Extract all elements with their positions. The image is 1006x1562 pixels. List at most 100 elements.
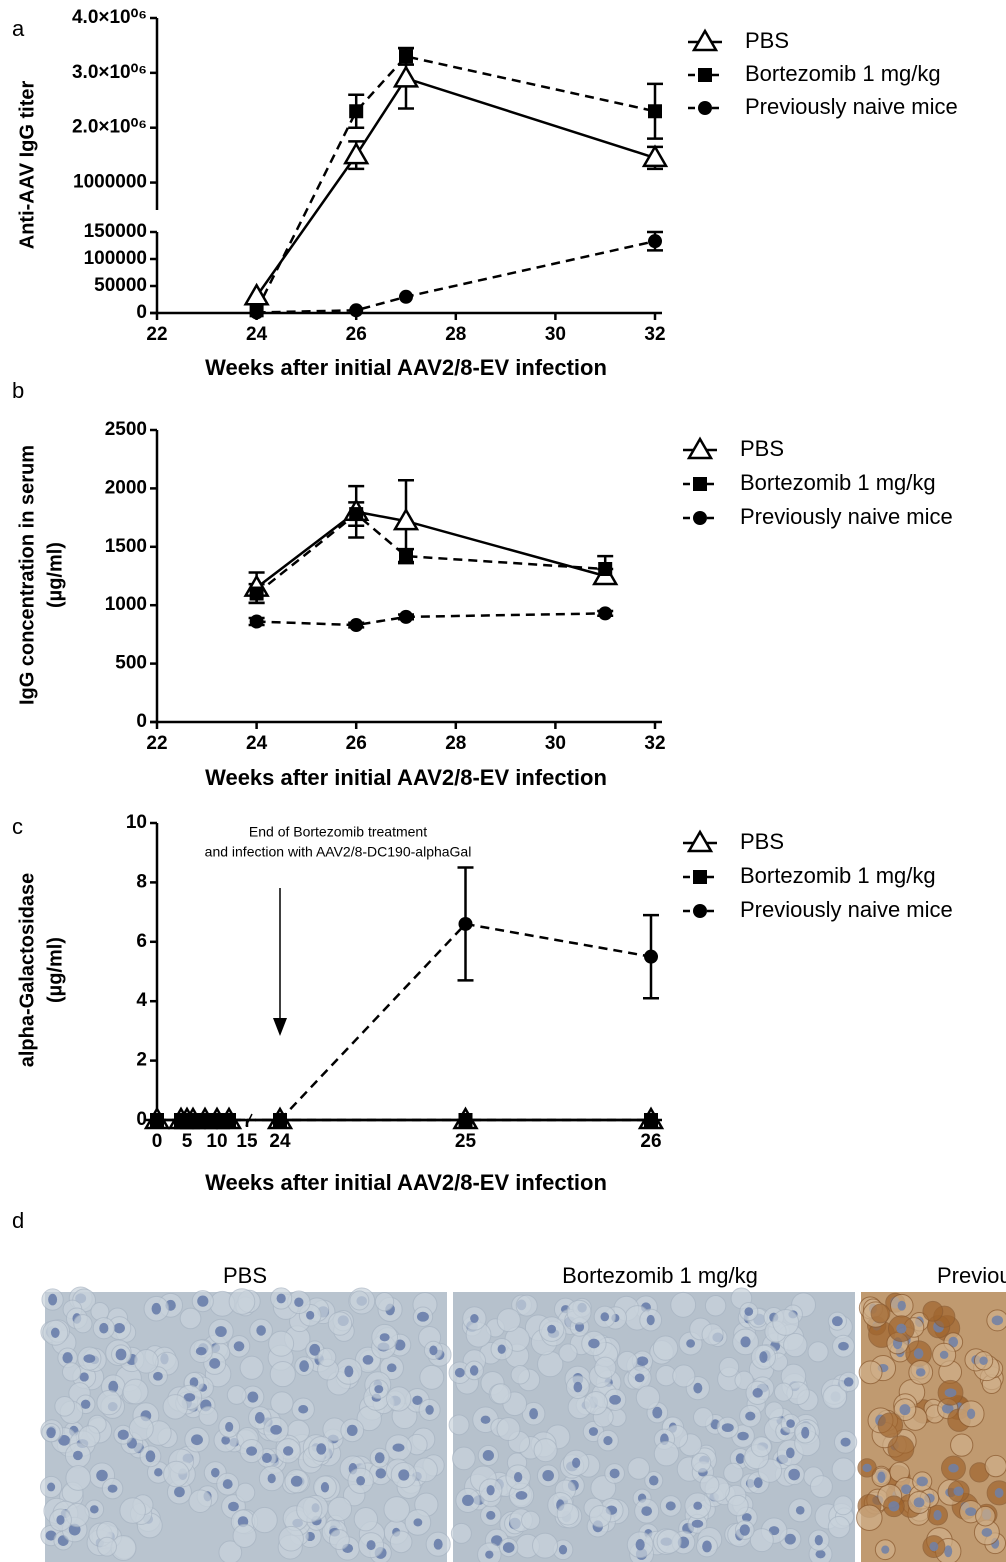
nucleus xyxy=(113,1322,125,1334)
nucleus xyxy=(994,1487,1004,1498)
legend-marker xyxy=(698,68,712,82)
nucleus xyxy=(246,1446,258,1456)
nucleus xyxy=(96,1469,108,1482)
cell-outline xyxy=(877,1412,904,1438)
nucleus xyxy=(635,1539,645,1551)
nucleus xyxy=(469,1365,479,1376)
legend-marker xyxy=(686,829,714,853)
cell-outline xyxy=(656,1528,682,1554)
cell-outline xyxy=(718,1356,740,1378)
cell-outline xyxy=(699,1474,720,1495)
nucleus xyxy=(768,1526,780,1536)
cell-outline xyxy=(317,1347,337,1367)
y-tick-label: 10 xyxy=(126,812,147,833)
cell-outline xyxy=(228,1288,256,1315)
nucleus xyxy=(739,1524,750,1536)
cell-outline xyxy=(383,1496,411,1523)
nucleus xyxy=(276,1293,286,1304)
cell-outline xyxy=(822,1384,848,1410)
nucleus xyxy=(462,1494,474,1507)
legend-label: Previously naive mice xyxy=(740,504,953,529)
image-title: Previously naive mice xyxy=(937,1263,1006,1288)
y-axis-title: IgG concentration in serum xyxy=(16,445,38,705)
nucleus xyxy=(981,1527,993,1537)
nucleus xyxy=(412,1395,423,1406)
nucleus xyxy=(99,1322,109,1334)
y-tick-label: 4 xyxy=(136,990,147,1011)
cell-outline xyxy=(653,1440,680,1467)
nucleus xyxy=(862,1463,872,1473)
nucleus xyxy=(967,1408,976,1420)
cell-outline xyxy=(727,1494,749,1517)
marker xyxy=(249,586,264,601)
cell-outline xyxy=(588,1505,612,1528)
cell-outline xyxy=(133,1348,159,1374)
nucleus xyxy=(346,1424,358,1437)
y-tick-label: 4.0×10⁰⁶ xyxy=(72,7,147,28)
nucleus xyxy=(46,1427,56,1439)
x-tick-label: 28 xyxy=(445,324,466,345)
cell-outline xyxy=(701,1323,724,1346)
nucleus xyxy=(470,1314,479,1323)
cell-outline xyxy=(749,1528,774,1553)
nucleus xyxy=(283,1446,294,1456)
cell-outline xyxy=(510,1365,530,1385)
x-tick-label: 22 xyxy=(146,324,167,345)
marker xyxy=(598,561,613,576)
nucleus xyxy=(270,1424,282,1435)
nucleus xyxy=(888,1501,900,1512)
cell-outline xyxy=(226,1385,247,1405)
nucleus xyxy=(529,1408,539,1420)
cell-outline xyxy=(353,1506,379,1532)
nucleus xyxy=(636,1356,649,1366)
marker xyxy=(399,549,413,564)
cell-outline xyxy=(448,1414,470,1436)
cell-outline xyxy=(856,1504,883,1531)
cell-outline xyxy=(270,1391,294,1415)
nucleus xyxy=(174,1486,185,1498)
nucleus xyxy=(56,1515,65,1525)
nucleus xyxy=(374,1452,385,1464)
nucleus xyxy=(398,1469,410,1481)
x-axis-title: Weeks after initial AAV2/8-EV infection xyxy=(205,1170,607,1195)
nucleus xyxy=(944,1545,953,1558)
legend-label: PBS xyxy=(745,28,789,53)
cell-outline xyxy=(635,1385,661,1410)
cell-outline xyxy=(594,1356,617,1379)
nucleus xyxy=(515,1491,528,1500)
cell-outline xyxy=(128,1415,154,1441)
x-tick-label: 26 xyxy=(640,1131,661,1152)
x-tick-label: 15 xyxy=(236,1131,258,1152)
cell-outline xyxy=(327,1311,353,1336)
nucleus xyxy=(189,1377,199,1388)
cell-outline xyxy=(704,1295,727,1317)
y-tick-label: 1500 xyxy=(105,536,147,557)
nucleus xyxy=(306,1310,315,1320)
cell-outline xyxy=(558,1343,578,1363)
nucleus xyxy=(843,1377,854,1387)
cell-outline xyxy=(807,1341,829,1363)
nucleus xyxy=(228,1501,239,1512)
cell-outline xyxy=(232,1523,257,1549)
nucleus xyxy=(154,1468,163,1477)
cell-outline xyxy=(583,1391,608,1416)
legend-marker xyxy=(693,477,707,491)
cell-outline xyxy=(809,1475,833,1499)
marker xyxy=(644,949,658,964)
cell-outline xyxy=(723,1462,744,1484)
nucleus xyxy=(588,1338,600,1349)
cell-outline xyxy=(887,1435,915,1463)
nucleus xyxy=(362,1354,374,1365)
nucleus xyxy=(256,1325,266,1336)
panel-label: c xyxy=(12,814,23,839)
cell-outline xyxy=(496,1417,521,1442)
marker xyxy=(399,289,413,304)
nucleus xyxy=(486,1485,495,1496)
nucleus xyxy=(740,1336,751,1348)
nucleus xyxy=(991,1315,1004,1326)
panel-label: b xyxy=(12,378,24,403)
cell-outline xyxy=(349,1290,370,1311)
nucleus xyxy=(433,1538,443,1550)
marker xyxy=(644,1113,658,1127)
